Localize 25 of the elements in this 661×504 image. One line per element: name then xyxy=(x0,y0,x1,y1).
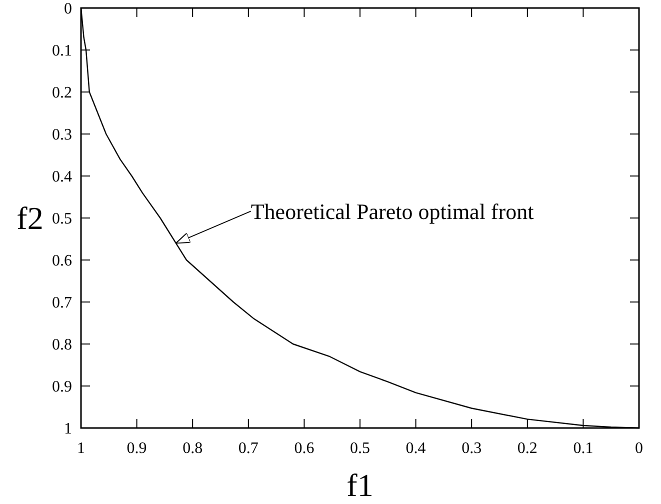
x-tick-label: 0.1 xyxy=(573,440,594,457)
y-tick-label: 0.5 xyxy=(52,210,72,228)
y-tick-label: 0 xyxy=(64,0,72,18)
y-tick-label: 0.7 xyxy=(52,294,72,312)
y-axis-title: f2 xyxy=(16,200,44,236)
x-tick-label: 0.5 xyxy=(350,440,370,457)
x-tick-label: 1 xyxy=(77,440,85,457)
y-tick-label: 0.8 xyxy=(52,336,72,354)
x-tick-label: 0.6 xyxy=(294,440,314,457)
x-tick-label: 0.8 xyxy=(182,440,203,457)
y-tick-label: 0.4 xyxy=(52,168,72,186)
x-tick-label: 0.3 xyxy=(462,440,482,457)
x-tick-label: 0.2 xyxy=(517,440,538,457)
y-tick-label: 0.3 xyxy=(52,126,72,144)
x-tick-label: 0.7 xyxy=(238,440,258,457)
y-tick-label: 1 xyxy=(64,420,72,438)
x-tick-label: 0.9 xyxy=(126,440,147,457)
y-tick-label: 0.2 xyxy=(52,84,72,102)
annotation: Theoretical Pareto optimal front xyxy=(250,198,534,224)
y-tick-label: 0.6 xyxy=(52,252,72,270)
y-tick-label: 0.1 xyxy=(52,42,72,60)
y-tick-label: 0.9 xyxy=(52,378,72,396)
x-tick-label: 0.4 xyxy=(406,440,426,457)
x-tick-label: 0 xyxy=(635,440,643,457)
x-axis-title: f1 xyxy=(346,467,374,503)
